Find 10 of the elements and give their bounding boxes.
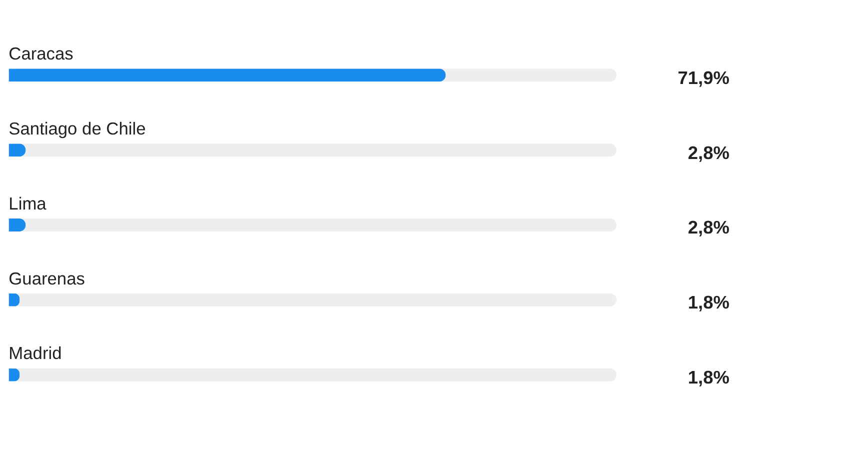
data-label: 2,8% bbox=[688, 216, 730, 238]
data-label: 1,8% bbox=[688, 366, 730, 388]
data-label: 71,9% bbox=[678, 66, 730, 88]
data-label: 2,8% bbox=[688, 142, 730, 163]
y-tick-label: Lima bbox=[8, 193, 47, 214]
data-label: 1,8% bbox=[688, 292, 730, 313]
y-tick-label: Caracas bbox=[8, 44, 74, 64]
y-tick-label: Santiago de Chile bbox=[8, 118, 146, 138]
y-tick-label: Guarenas bbox=[8, 268, 86, 288]
y-tick-label: Madrid bbox=[8, 343, 62, 364]
